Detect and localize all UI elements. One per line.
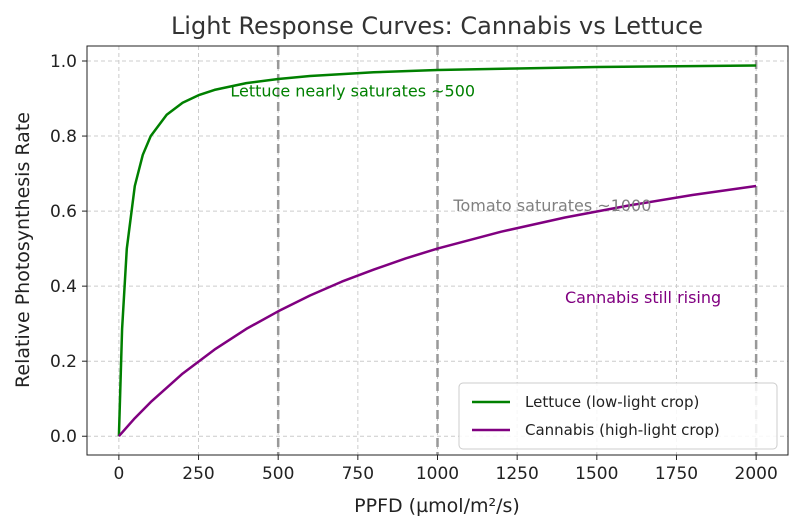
x-tick-label: 1000 [416,464,459,484]
y-axis-label: Relative Photosynthesis Rate [12,112,34,388]
series-line-1 [117,184,757,438]
y-tick-label: 0.0 [50,427,77,447]
x-axis-label: PPFD (µmol/m²/s) [354,495,520,517]
legend: Lettuce (low-light crop) Cannabis (high-… [458,382,778,450]
x-tick-label: 250 [182,464,214,484]
x-tick-label: 2000 [735,464,778,484]
x-tick-label: 1250 [496,464,539,484]
x-axis-ticks: 0 250 500 750 1000 1250 1500 1750 2000 [113,455,778,484]
annotations: Lettuce nearly saturates ~500 Tomato satu… [230,82,721,307]
y-tick-label: 0.8 [50,127,77,147]
y-tick-label: 0.6 [50,202,77,222]
annotation-1: Tomato saturates ~1000 [452,196,651,215]
series-lines [117,64,757,438]
legend-box [458,382,778,450]
x-tick-label: 1500 [575,464,618,484]
y-tick-label: 0.4 [50,277,77,297]
y-tick-label: 0.2 [50,352,77,372]
annotation-2: Cannabis still rising [565,288,721,307]
chart-title: Light Response Curves: Cannabis vs Lettu… [171,12,703,40]
x-tick-label: 750 [342,464,374,484]
legend-label-lettuce: Lettuce (low-light crop) [525,393,699,411]
x-tick-label: 500 [262,464,294,484]
series-line-0 [117,64,757,437]
legend-label-cannabis: Cannabis (high-light crop) [525,421,720,439]
y-tick-label: 1.0 [50,52,77,72]
annotation-0: Lettuce nearly saturates ~500 [230,82,475,101]
x-tick-label: 0 [113,464,124,484]
x-tick-label: 1750 [655,464,698,484]
y-axis-ticks: 0.0 0.2 0.4 0.6 0.8 1.0 [50,52,87,447]
